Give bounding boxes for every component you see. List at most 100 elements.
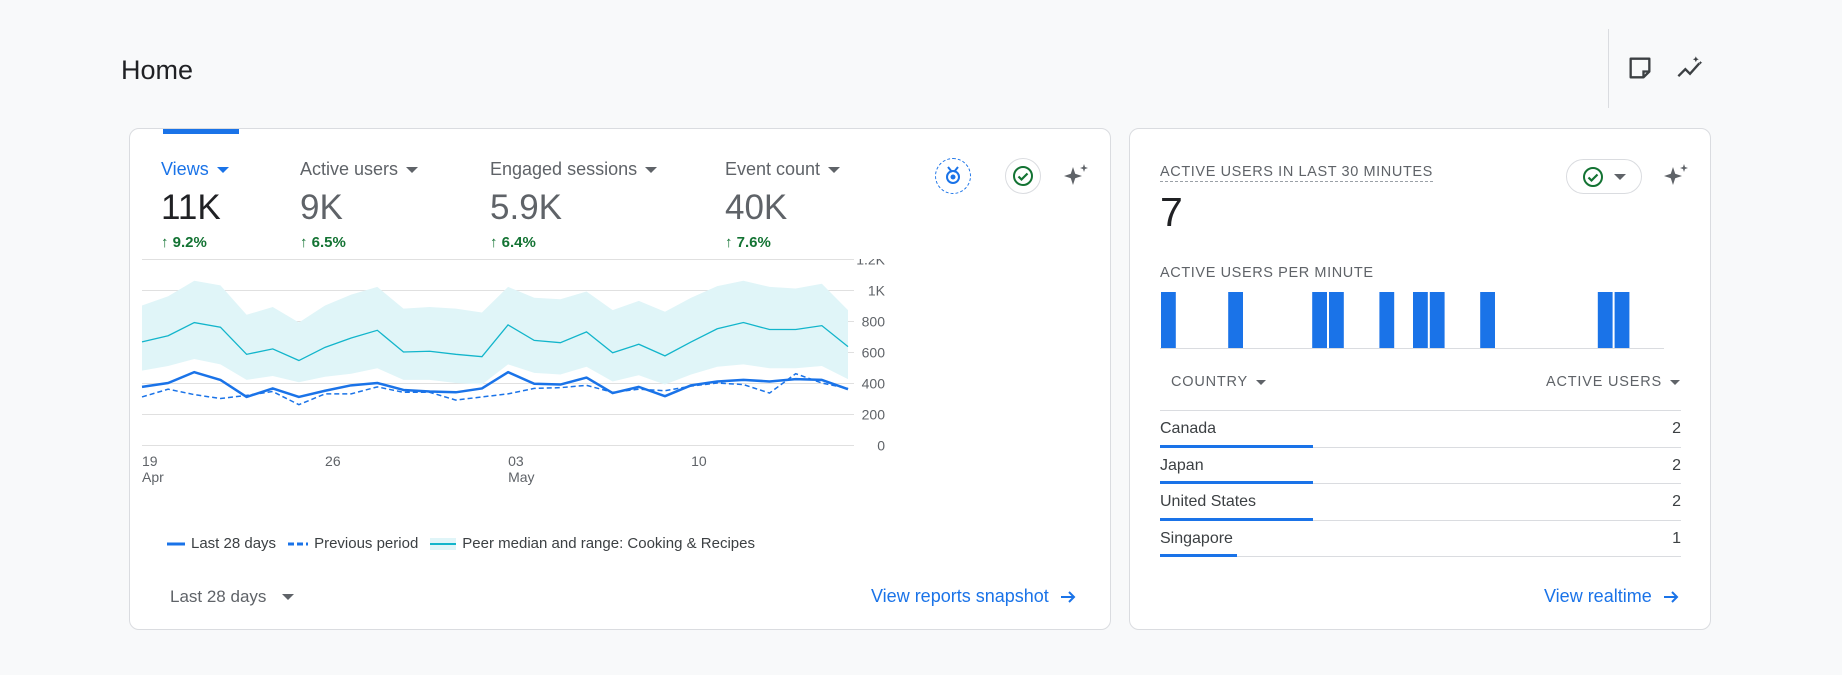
y-tick-label: 1.2K xyxy=(856,259,885,268)
overview-card: Views 11K ↑ 9.2% Active users 9K ↑ 6.5% … xyxy=(129,128,1111,630)
legend-current: Last 28 days xyxy=(167,535,277,552)
page-title: Home xyxy=(121,55,194,85)
country-users: 2 xyxy=(1672,420,1681,437)
metric-label: Engaged sessions xyxy=(490,159,638,179)
arrow-right-icon xyxy=(1060,590,1076,603)
minute-bar xyxy=(1161,292,1176,348)
check-circle-icon[interactable] xyxy=(1005,158,1041,194)
x-tick-day: 03 xyxy=(508,453,524,469)
caret-down-icon xyxy=(828,166,841,173)
metric-value: 9K xyxy=(300,188,343,227)
y-tick-label: 200 xyxy=(862,407,886,423)
arrow-up-icon: ↑ xyxy=(300,234,308,251)
caret-down-icon xyxy=(216,166,229,173)
per-minute-bar-chart xyxy=(1160,292,1664,349)
caret-down-icon xyxy=(282,594,295,600)
y-tick-label: 800 xyxy=(862,314,886,330)
metric-views[interactable]: Views 11K ↑ 9.2% xyxy=(161,159,229,251)
per-minute-label: ACTIVE USERS PER MINUTE xyxy=(1160,265,1374,281)
previous-period-line xyxy=(141,372,849,406)
country-name: United States xyxy=(1160,493,1257,510)
y-tick-label: 400 xyxy=(862,376,886,392)
arrow-right-icon xyxy=(1663,590,1679,603)
status-chip[interactable] xyxy=(1566,159,1642,194)
minute-bar xyxy=(1413,292,1428,348)
x-tick-month: Apr xyxy=(142,469,164,485)
country-name: Canada xyxy=(1160,420,1217,437)
caret-down-icon xyxy=(1614,173,1626,180)
active-tab-indicator xyxy=(163,129,239,134)
check-circle-icon xyxy=(1583,166,1603,187)
view-realtime-link[interactable]: View realtime xyxy=(1544,586,1680,607)
metric-value: 5.9K xyxy=(490,188,562,227)
realtime-label[interactable]: ACTIVE USERS IN LAST 30 MINUTES xyxy=(1160,164,1433,182)
share-bar xyxy=(1160,481,1313,484)
minute-bar xyxy=(1312,292,1327,348)
chart-legend: Last 28 days Previous period Peer median… xyxy=(167,535,755,552)
metric-active-users[interactable]: Active users 9K ↑ 6.5% xyxy=(300,159,419,251)
metric-engaged-sessions[interactable]: Engaged sessions 5.9K ↑ 6.4% xyxy=(490,159,658,251)
caret-down-icon xyxy=(406,166,419,173)
country-row[interactable]: Singapore 1 xyxy=(1160,521,1681,557)
x-tick-month: May xyxy=(508,469,534,485)
y-tick-label: 600 xyxy=(862,345,886,361)
caret-down-icon xyxy=(1670,379,1680,385)
peer-median-line xyxy=(141,321,849,362)
share-bar xyxy=(1160,517,1313,521)
country-table: Canada 2 Japan 2 United States 2 Singapore 1 xyxy=(1160,410,1681,557)
y-tick-label: 1K xyxy=(868,283,886,299)
header-divider xyxy=(1608,29,1609,108)
minute-bar xyxy=(1597,292,1613,348)
caret-down-icon xyxy=(645,166,658,173)
metric-value: 11K xyxy=(161,188,221,227)
share-bar xyxy=(1160,554,1237,557)
arrow-up-icon: ↑ xyxy=(490,234,498,251)
share-bar xyxy=(1160,444,1313,448)
country-row[interactable]: United States 2 xyxy=(1160,484,1681,521)
metric-change: 7.6% xyxy=(736,234,771,251)
date-range-select[interactable]: Last 28 days xyxy=(170,587,295,607)
arrow-up-icon: ↑ xyxy=(725,234,733,251)
minute-bar xyxy=(1429,292,1445,348)
country-name: Singapore xyxy=(1160,529,1233,547)
minute-bar xyxy=(1329,292,1344,348)
insights-icon[interactable] xyxy=(1674,52,1706,84)
sticky-note-icon[interactable] xyxy=(1624,52,1656,84)
metric-change: 6.5% xyxy=(311,234,346,251)
realtime-card: ACTIVE USERS IN LAST 30 MINUTES 7 ACTIVE… xyxy=(1129,128,1711,630)
x-tick-day: 19 xyxy=(142,453,158,469)
country-users: 2 xyxy=(1672,493,1681,510)
link-label: View realtime xyxy=(1544,586,1652,606)
view-reports-snapshot-link[interactable]: View reports snapshot xyxy=(871,586,1077,607)
y-tick-label: 0 xyxy=(877,438,885,454)
arrow-up-icon: ↑ xyxy=(161,234,169,251)
minute-bar xyxy=(1379,292,1395,348)
country-users: 1 xyxy=(1672,529,1681,547)
country-row[interactable]: Canada 2 xyxy=(1160,411,1681,448)
metric-change: 6.4% xyxy=(501,234,536,251)
column-country[interactable]: COUNTRY xyxy=(1171,374,1267,390)
minute-bar xyxy=(1614,292,1630,348)
link-label: View reports snapshot xyxy=(871,586,1049,606)
legend-peer: Peer median and range: Cooking & Recipes xyxy=(430,535,755,552)
country-row[interactable]: Japan 2 xyxy=(1160,448,1681,484)
sparkle-icon[interactable] xyxy=(1060,161,1092,193)
ribbon-award-icon[interactable] xyxy=(935,158,971,194)
caret-down-icon xyxy=(1256,379,1267,385)
column-active-users[interactable]: ACTIVE USERS xyxy=(1546,374,1680,390)
country-name: Japan xyxy=(1160,456,1204,474)
peer-range-band xyxy=(142,280,848,385)
current-period-line xyxy=(141,370,849,399)
sparkle-icon[interactable] xyxy=(1660,161,1692,193)
x-tick-day: 10 xyxy=(691,453,707,469)
country-users: 2 xyxy=(1672,456,1681,474)
metric-label: Views xyxy=(161,159,209,179)
metric-event-count[interactable]: Event count 40K ↑ 7.6% xyxy=(725,159,841,251)
metric-change: 9.2% xyxy=(172,234,207,251)
realtime-value: 7 xyxy=(1160,189,1183,235)
metric-label: Event count xyxy=(725,159,821,179)
x-tick-day: 26 xyxy=(325,453,341,469)
legend-previous: Previous period xyxy=(288,535,419,552)
metric-label: Active users xyxy=(300,159,399,179)
